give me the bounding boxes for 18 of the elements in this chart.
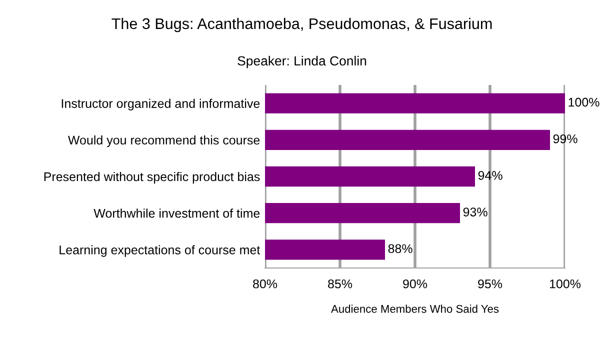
data-label: 94% [478,171,502,180]
y-tick-label: Learning expectations of course met [60,245,260,257]
x-tick-label: 90% [403,279,428,288]
data-label: 88% [388,244,412,254]
y-tick-label: Presented without specific product bias [44,172,260,184]
x-tick-label: 85% [328,279,352,288]
chart-subtitle: Speaker: Linda Conlin [238,56,366,68]
y-tick-label: Would you recommend this course [68,135,260,148]
x-tick-label: 95% [478,279,502,288]
x-tick-label: 80% [253,279,278,288]
data-label: 99% [553,134,578,144]
x-tick-label: 100% [550,279,581,288]
y-tick-label: Worthwhile investment of time [94,208,260,218]
y-tick-label: Instructor organized and informative [62,98,260,110]
data-label: 100% [568,98,600,107]
x-axis-title: Audience Members Who Said Yes [331,304,499,313]
chart-title: The 3 Bugs: Acanthamoeba, Pseudomonas, & Fusarium [112,18,492,32]
data-label: 93% [463,208,488,216]
